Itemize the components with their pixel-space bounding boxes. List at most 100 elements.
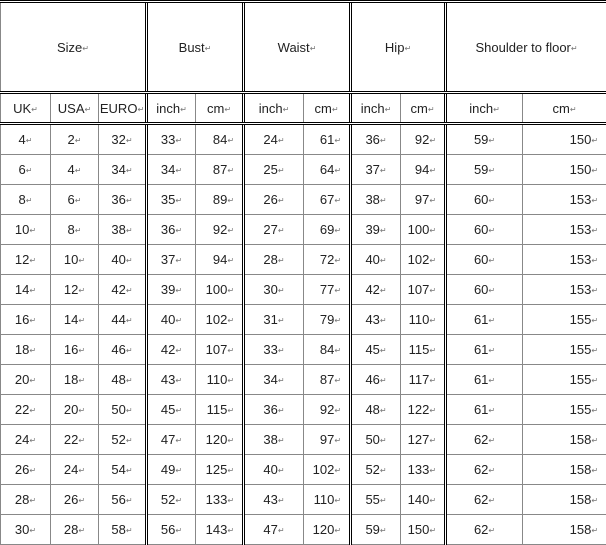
cell-text: 40 <box>263 462 284 477</box>
cell-text: 14 <box>64 312 85 327</box>
cell-text: 28 <box>15 492 36 507</box>
subheader-row: UKUSAEUROinchcminchcminchcminchcm <box>1 93 606 124</box>
table-cell: 62 <box>446 485 523 515</box>
table-row: 28265652133431105514062158 <box>1 485 606 515</box>
cell-text: 92 <box>213 222 234 237</box>
table-cell: 43 <box>147 365 196 395</box>
table-cell: 158 <box>523 455 606 485</box>
table-cell: 33 <box>147 124 196 155</box>
table-cell: 27 <box>244 215 304 245</box>
cell-text: 6 <box>19 162 33 177</box>
table-cell: 52 <box>351 455 401 485</box>
table-cell: EURO <box>99 93 147 124</box>
table-cell: 52 <box>147 485 196 515</box>
cell-text: 25 <box>263 162 284 177</box>
table-cell: 84 <box>196 124 244 155</box>
cell-text: 10 <box>15 222 36 237</box>
table-cell: 8 <box>1 185 51 215</box>
cell-text: 27 <box>263 222 284 237</box>
cell-text: 102 <box>206 312 234 327</box>
table-cell: 64 <box>304 155 351 185</box>
table-cell: 49 <box>147 455 196 485</box>
cell-text: 48 <box>365 402 386 417</box>
table-cell: 97 <box>304 425 351 455</box>
table-cell: 100 <box>401 215 446 245</box>
table-cell: 92 <box>401 124 446 155</box>
table-cell: 36 <box>351 124 401 155</box>
cell-text: 31 <box>263 312 284 327</box>
cell-text: 44 <box>111 312 132 327</box>
table-cell: 44 <box>99 305 147 335</box>
table-cell: 20 <box>51 395 99 425</box>
table-cell: 30 <box>244 275 304 305</box>
table-cell: 47 <box>244 515 304 545</box>
cell-text: 16 <box>15 312 36 327</box>
table-cell: 84 <box>304 335 351 365</box>
cell-text: 36 <box>263 402 284 417</box>
cell-text: 107 <box>408 282 436 297</box>
cell-text: 58 <box>111 522 132 537</box>
cell-text: 155 <box>570 342 598 357</box>
cell-text: 150 <box>570 132 598 147</box>
cell-text: 52 <box>365 462 386 477</box>
cell-text: 62 <box>474 432 495 447</box>
cell-text: 60 <box>474 282 495 297</box>
table-cell: 61 <box>446 335 523 365</box>
cell-text: 60 <box>474 192 495 207</box>
cell-text: 24 <box>15 432 36 447</box>
table-row: 1614444010231794311061155 <box>1 305 606 335</box>
cell-text: 122 <box>408 402 436 417</box>
cell-text: 46 <box>111 342 132 357</box>
table-cell: 87 <box>304 365 351 395</box>
table-cell: 16 <box>51 335 99 365</box>
table-cell: 158 <box>523 485 606 515</box>
table-cell: 115 <box>196 395 244 425</box>
cell-text: 45 <box>365 342 386 357</box>
cell-text: 59 <box>474 162 495 177</box>
cell-text: 52 <box>111 432 132 447</box>
table-cell: 50 <box>351 425 401 455</box>
table-row: 2018484311034874611761155 <box>1 365 606 395</box>
cell-text: 100 <box>206 282 234 297</box>
cell-text: 8 <box>19 192 33 207</box>
table-row: 26245449125401025213362158 <box>1 455 606 485</box>
cell-text: 6 <box>68 192 82 207</box>
cell-text: 120 <box>313 522 341 537</box>
table-cell: 60 <box>446 185 523 215</box>
table-cell: 8 <box>51 215 99 245</box>
cell-text: 37 <box>365 162 386 177</box>
cell-text: 115 <box>207 402 234 417</box>
table-cell: 38 <box>351 185 401 215</box>
cell-text: 110 <box>207 372 234 387</box>
table-row: 643434872564379459150 <box>1 155 606 185</box>
table-cell: 6 <box>51 185 99 215</box>
table-cell: 60 <box>446 275 523 305</box>
table-cell: 46 <box>99 335 147 365</box>
cell-text: 22 <box>64 432 85 447</box>
cell-text: 102 <box>313 462 341 477</box>
cell-text: 43 <box>161 372 182 387</box>
table-cell: 153 <box>523 245 606 275</box>
header-waist-label: Waist <box>278 40 317 55</box>
cell-text: 43 <box>365 312 386 327</box>
table-cell: 28 <box>1 485 51 515</box>
cell-text: 50 <box>365 432 386 447</box>
table-cell: inch <box>351 93 401 124</box>
cell-text: 107 <box>206 342 234 357</box>
table-cell: 38 <box>244 425 304 455</box>
table-cell: USA <box>51 93 99 124</box>
header-size-label: Size <box>57 40 89 55</box>
table-cell: 22 <box>1 395 51 425</box>
table-cell: 33 <box>244 335 304 365</box>
cell-text: 24 <box>64 462 85 477</box>
cell-text: 26 <box>64 492 85 507</box>
cell-text: 34 <box>111 162 132 177</box>
table-cell: 155 <box>523 305 606 335</box>
table-cell: 107 <box>196 335 244 365</box>
table-cell: 150 <box>523 155 606 185</box>
cell-text: 42 <box>161 342 182 357</box>
cell-text: 153 <box>570 252 598 267</box>
cell-text: 69 <box>320 222 341 237</box>
cell-text: 30 <box>15 522 36 537</box>
